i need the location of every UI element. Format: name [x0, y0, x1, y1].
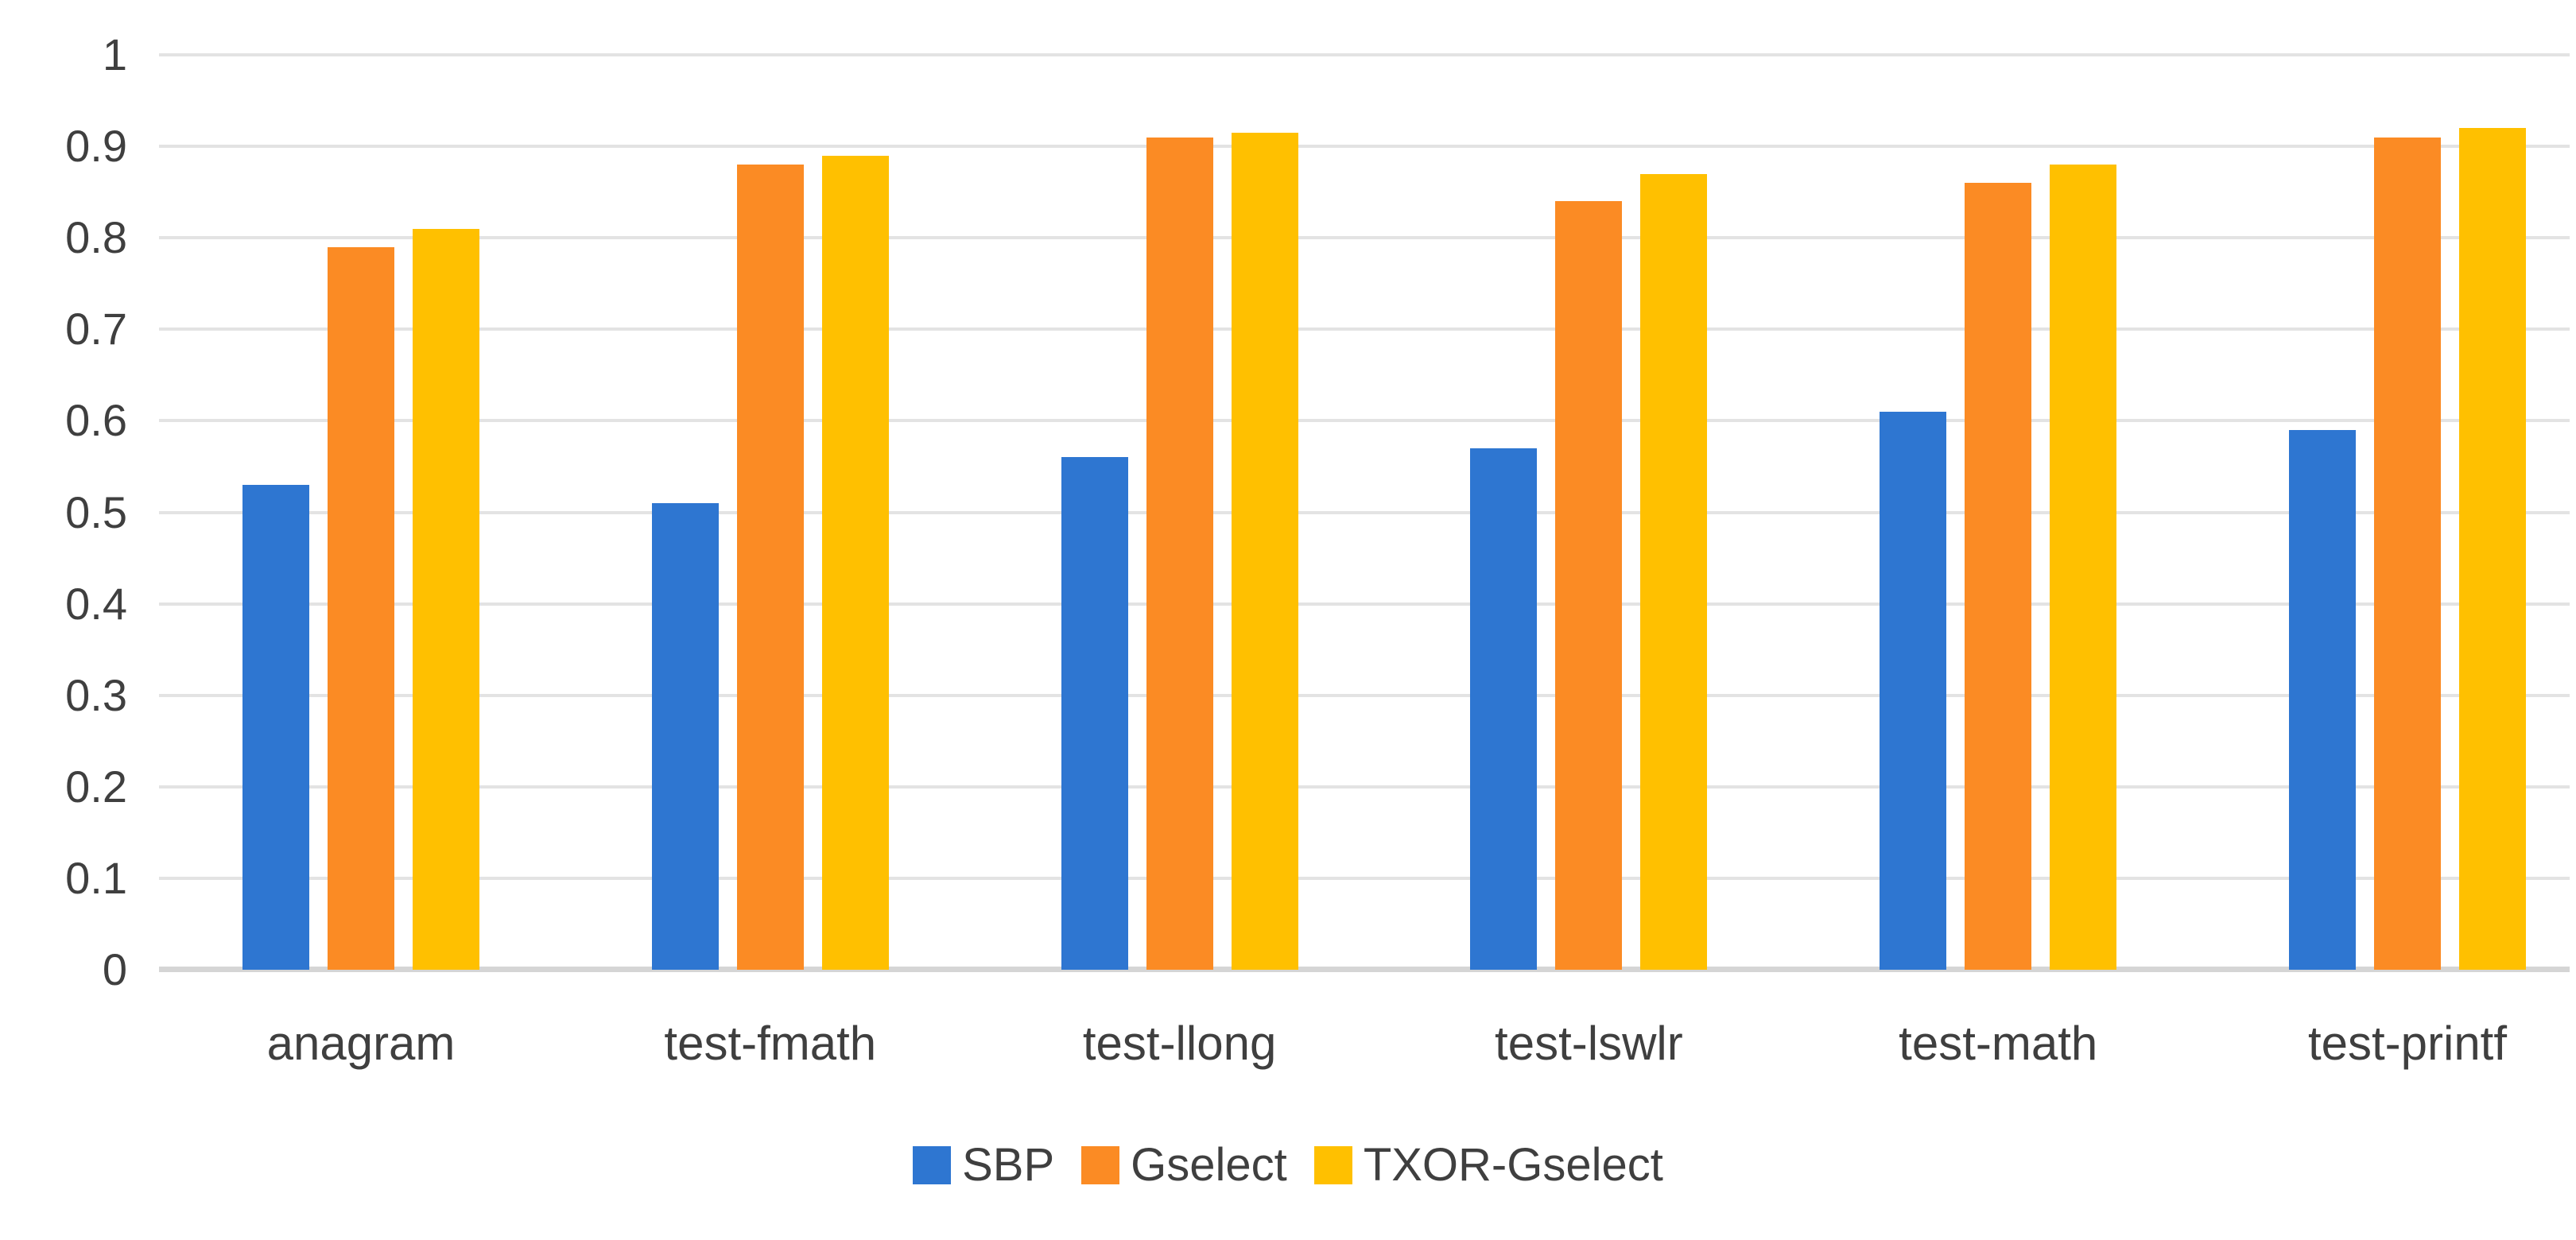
gridline-0.5: [159, 510, 2570, 514]
bar-Gselect-anagram: [328, 246, 394, 970]
gridline-1: [159, 53, 2570, 56]
bar-group-test-printf: test-printf: [2288, 55, 2526, 1070]
legend-item-TXOR-Gselect: TXOR-Gselect: [1313, 1138, 1663, 1192]
y-tick-label-0.6: 0.6: [65, 395, 127, 446]
legend-item-SBP: SBP: [913, 1138, 1054, 1192]
bar-group-test-math: test-math: [1880, 55, 2117, 1070]
plot-area: anagram test-fmath test-llong test-lswlr tes…: [159, 53, 2570, 1070]
gridline-0.3: [159, 693, 2570, 697]
legend-label-SBP: SBP: [962, 1139, 1055, 1191]
gridline-0.6: [159, 419, 2570, 423]
bar-group-test-fmath: test-fmath: [651, 55, 889, 1070]
gridline-0.8: [159, 236, 2570, 240]
y-tick-label-0.2: 0.2: [65, 761, 127, 812]
gridline-0.1: [159, 876, 2570, 880]
y-tick-label-0.4: 0.4: [65, 578, 127, 629]
legend-swatch-icon: [913, 1145, 952, 1184]
y-tick-label-0: 0: [102, 944, 127, 994]
legend-item-Gselect: Gselect: [1081, 1138, 1287, 1192]
gridline-0.7: [159, 327, 2570, 331]
legend: SBP Gselect TXOR-Gselect: [0, 1138, 2576, 1192]
legend-swatch-icon: [1081, 1145, 1120, 1184]
y-tick-label-0.5: 0.5: [65, 486, 127, 537]
bar-SBP-test-llong: [1061, 457, 1128, 970]
x-category-label-test-llong: test-llong: [1082, 1017, 1277, 1070]
y-tick-label-0.8: 0.8: [65, 212, 127, 263]
bar-Gselect-test-fmath: [736, 165, 804, 970]
bar-Gselect-test-math: [1965, 183, 2032, 970]
x-category-label-test-math: test-math: [1899, 1017, 2098, 1070]
bar-Gselect-test-printf: [2373, 137, 2441, 970]
bar-SBP-test-math: [1880, 411, 1947, 970]
legend-swatch-icon: [1313, 1145, 1352, 1184]
bar-TXOR-Gselect-test-math: [2050, 165, 2117, 970]
legend-label-Gselect: Gselect: [1131, 1139, 1287, 1191]
bar-TXOR-Gselect-test-lswlr: [1640, 173, 1708, 970]
x-axis-line: [159, 967, 2570, 972]
gridline-0.4: [159, 602, 2570, 606]
bar-TXOR-Gselect-test-printf: [2458, 128, 2526, 970]
x-category-label-test-fmath: test-fmath: [664, 1017, 877, 1070]
bar-SBP-test-printf: [2288, 429, 2356, 970]
bar-Gselect-test-llong: [1146, 137, 1213, 970]
bar-group-test-llong: test-llong: [1061, 55, 1298, 1070]
bar-TXOR-Gselect-anagram: [413, 228, 479, 970]
bar-TXOR-Gselect-test-fmath: [821, 155, 889, 970]
y-tick-label-1: 1: [102, 29, 127, 79]
y-tick-label-0.1: 0.1: [65, 852, 127, 903]
bar-group-anagram: anagram: [242, 55, 479, 1070]
y-tick-label-0.9: 0.9: [65, 121, 127, 172]
gridline-0.9: [159, 145, 2570, 149]
gridline-0.2: [159, 785, 2570, 789]
bar-SBP-test-lswlr: [1470, 448, 1538, 970]
x-category-label-test-lswlr: test-lswlr: [1495, 1017, 1683, 1070]
x-category-label-test-printf: test-printf: [2307, 1017, 2508, 1070]
bar-Gselect-test-lswlr: [1555, 201, 1623, 970]
bar-TXOR-Gselect-test-llong: [1231, 132, 1298, 970]
bars-row: anagram test-fmath test-llong test-lswlr tes…: [159, 55, 2570, 1070]
bar-SBP-test-fmath: [651, 503, 719, 970]
bar-group-test-lswlr: test-lswlr: [1470, 55, 1708, 1070]
y-tick-label-0.7: 0.7: [65, 304, 127, 355]
y-tick-label-0.3: 0.3: [65, 669, 127, 720]
legend-label-TXOR-Gselect: TXOR-Gselect: [1363, 1139, 1663, 1191]
bar-SBP-anagram: [242, 484, 309, 970]
x-category-label-anagram: anagram: [266, 1017, 456, 1070]
